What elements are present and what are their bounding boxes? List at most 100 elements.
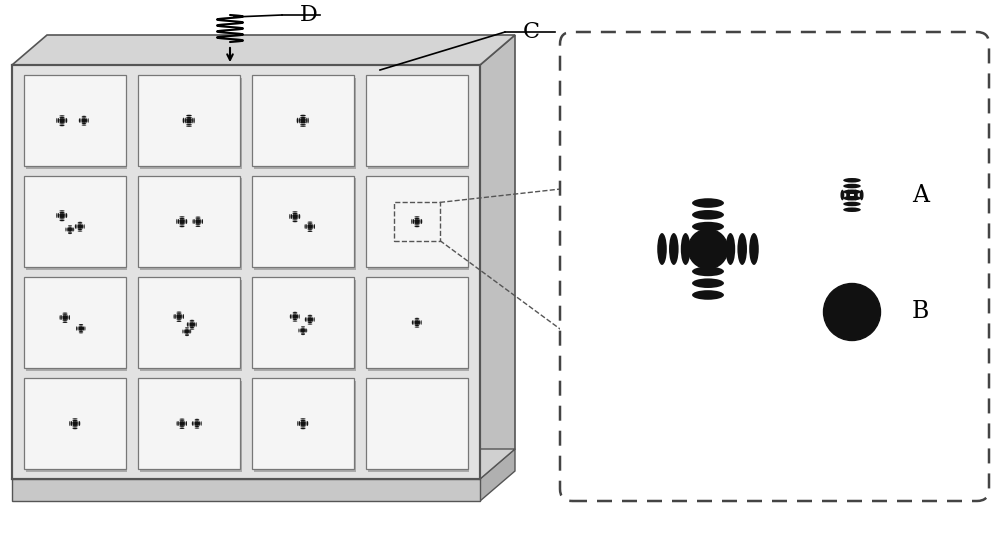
Ellipse shape [68, 228, 72, 229]
Ellipse shape [196, 224, 200, 226]
Ellipse shape [415, 323, 419, 324]
Ellipse shape [300, 122, 306, 123]
Ellipse shape [749, 233, 759, 265]
Ellipse shape [72, 425, 78, 426]
Ellipse shape [180, 424, 184, 426]
Ellipse shape [692, 267, 724, 276]
Ellipse shape [202, 219, 203, 224]
Ellipse shape [63, 213, 64, 218]
Ellipse shape [177, 421, 178, 426]
Ellipse shape [290, 314, 291, 319]
Ellipse shape [305, 118, 307, 124]
Ellipse shape [78, 225, 82, 226]
Ellipse shape [292, 217, 298, 219]
Polygon shape [26, 178, 128, 270]
Ellipse shape [180, 428, 184, 429]
Ellipse shape [179, 224, 185, 226]
Ellipse shape [300, 425, 306, 426]
Ellipse shape [78, 224, 79, 229]
Circle shape [69, 228, 71, 231]
Ellipse shape [312, 317, 313, 322]
Ellipse shape [840, 190, 844, 200]
Ellipse shape [415, 318, 419, 319]
Ellipse shape [305, 421, 307, 426]
Ellipse shape [305, 224, 306, 229]
Ellipse shape [413, 320, 415, 325]
Ellipse shape [66, 315, 67, 320]
Ellipse shape [415, 320, 416, 325]
Ellipse shape [78, 228, 82, 229]
Ellipse shape [293, 312, 297, 313]
Ellipse shape [714, 233, 723, 265]
Ellipse shape [79, 118, 80, 123]
Ellipse shape [201, 421, 202, 426]
Ellipse shape [311, 224, 312, 229]
Polygon shape [26, 77, 128, 169]
Ellipse shape [305, 317, 306, 322]
Ellipse shape [64, 213, 66, 218]
Ellipse shape [846, 190, 850, 200]
Ellipse shape [188, 322, 190, 327]
Polygon shape [368, 178, 470, 270]
Ellipse shape [82, 116, 86, 117]
Ellipse shape [308, 321, 312, 322]
Ellipse shape [299, 314, 300, 319]
Ellipse shape [68, 227, 72, 228]
Ellipse shape [300, 428, 306, 429]
Ellipse shape [79, 331, 83, 332]
Ellipse shape [415, 219, 416, 224]
Ellipse shape [77, 421, 79, 426]
Ellipse shape [190, 321, 194, 323]
Ellipse shape [304, 421, 305, 426]
Polygon shape [140, 77, 242, 169]
Ellipse shape [185, 329, 186, 333]
Ellipse shape [421, 219, 422, 224]
Ellipse shape [56, 213, 58, 218]
Ellipse shape [177, 313, 181, 314]
Ellipse shape [65, 228, 66, 231]
Bar [138, 378, 240, 469]
Circle shape [73, 422, 77, 425]
Ellipse shape [177, 321, 181, 322]
Ellipse shape [413, 219, 414, 224]
Text: C: C [523, 21, 540, 43]
Ellipse shape [187, 329, 188, 333]
Ellipse shape [193, 219, 194, 224]
Ellipse shape [186, 421, 187, 426]
Ellipse shape [299, 421, 300, 426]
Circle shape [181, 422, 183, 425]
Ellipse shape [59, 212, 65, 213]
Ellipse shape [82, 118, 83, 123]
Ellipse shape [61, 315, 62, 320]
Ellipse shape [76, 224, 78, 229]
Ellipse shape [186, 126, 192, 127]
Ellipse shape [186, 122, 192, 123]
Ellipse shape [179, 218, 185, 219]
Ellipse shape [196, 226, 200, 227]
Ellipse shape [80, 224, 82, 229]
Ellipse shape [303, 329, 304, 332]
Ellipse shape [174, 314, 175, 319]
Polygon shape [368, 381, 470, 471]
Circle shape [60, 214, 64, 217]
Ellipse shape [292, 221, 298, 222]
Ellipse shape [196, 218, 200, 219]
Ellipse shape [79, 421, 80, 426]
Ellipse shape [196, 219, 197, 224]
Polygon shape [368, 279, 470, 371]
Ellipse shape [72, 426, 78, 427]
Polygon shape [480, 449, 515, 501]
Ellipse shape [195, 427, 199, 429]
Ellipse shape [843, 190, 861, 194]
Ellipse shape [185, 327, 189, 328]
Polygon shape [12, 35, 515, 65]
Ellipse shape [59, 121, 65, 123]
Ellipse shape [78, 223, 82, 224]
Ellipse shape [68, 233, 72, 234]
Ellipse shape [297, 421, 299, 426]
Polygon shape [254, 279, 356, 371]
Ellipse shape [63, 314, 67, 315]
Ellipse shape [301, 421, 302, 426]
Ellipse shape [189, 329, 190, 333]
Ellipse shape [843, 207, 861, 212]
